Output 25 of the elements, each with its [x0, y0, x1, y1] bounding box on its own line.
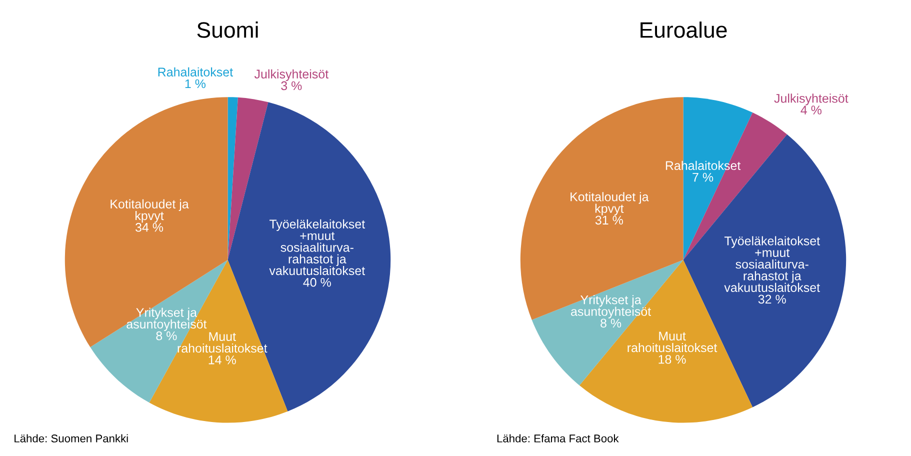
data-label: 3 %: [281, 81, 302, 90]
data-label: 4 %: [800, 106, 822, 114]
slice-label: Työeläkelaitokset +muut sosiaaliturva- rahastot ja vakuutuslaitokset: [724, 236, 820, 292]
data-label: 8 %: [156, 331, 177, 340]
slice-label: Työeläkelaitokset +muut sosiaaliturva- rahastot ja vakuutuslaitokset: [269, 219, 365, 276]
pie-slice: [228, 97, 268, 260]
slice-label: Kotitaloudet ja kpvyt: [110, 199, 189, 223]
data-label: 18 %: [658, 354, 686, 364]
text: Lähde: Suomen Pankki: [14, 434, 128, 442]
text: Lähde: Efama Fact Book: [497, 434, 619, 442]
data-label: 32 %: [758, 294, 786, 304]
chart-title: Suomi: [197, 22, 258, 38]
slice-label: Muut rahoituslaitokset: [628, 332, 718, 352]
data-label: 8 %: [600, 318, 622, 328]
chart-title: Euroalue: [640, 22, 727, 38]
slice-label: Rahalaitokset: [158, 67, 233, 77]
slice-label: Julkisyhteisöt: [254, 69, 328, 81]
data-label: 7 %: [692, 172, 714, 182]
data-label: 31 %: [595, 216, 623, 225]
slice-label: Kotitaloudet ja kpvyt: [570, 192, 649, 216]
data-label: 34 %: [135, 222, 164, 232]
data-label: 40 %: [303, 278, 331, 287]
slice-label: Julkisyhteisöt: [774, 94, 848, 106]
data-label: 14 %: [208, 356, 236, 364]
data-label: 1 %: [185, 79, 206, 88]
